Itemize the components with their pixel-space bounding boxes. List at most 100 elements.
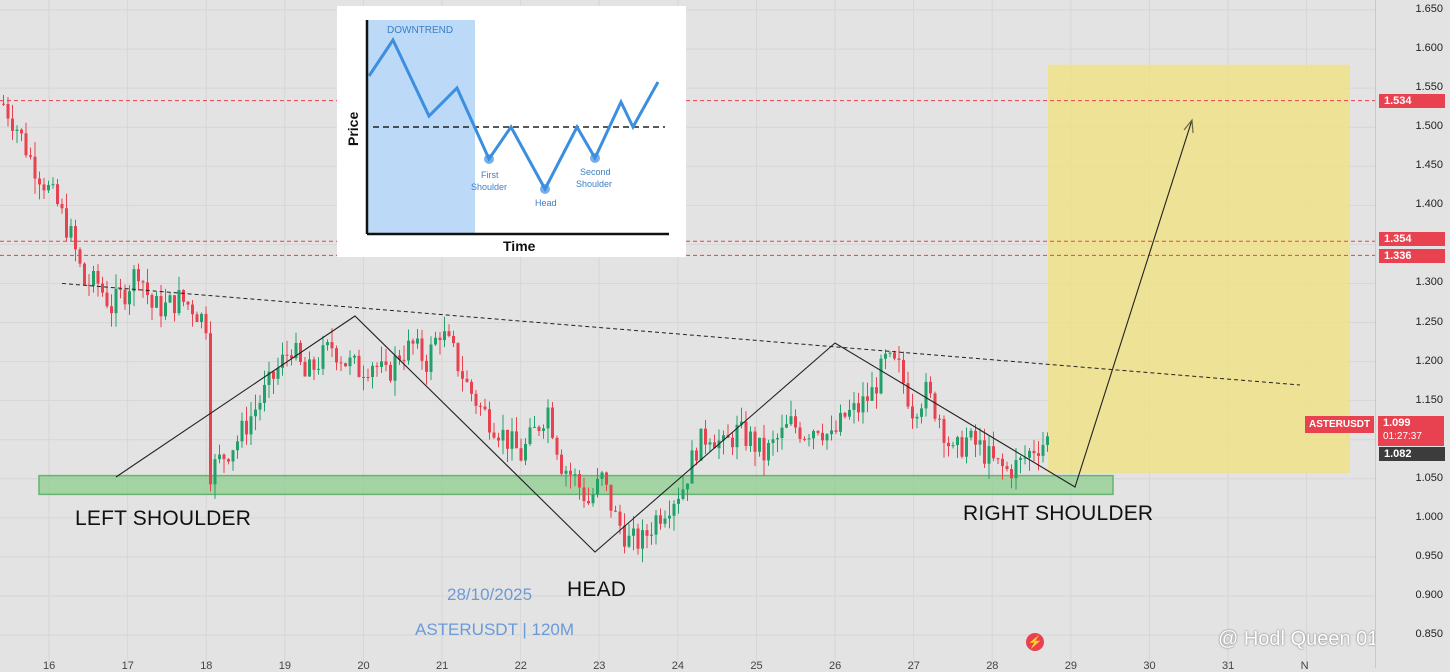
time-tick-21: 21 bbox=[436, 660, 449, 672]
level-label-1354: 1.354 bbox=[1379, 232, 1445, 246]
candle-body bbox=[992, 446, 995, 459]
candle-body bbox=[128, 291, 131, 305]
inset-y-label: Price bbox=[345, 112, 361, 146]
time-tick-24: 24 bbox=[671, 660, 685, 672]
candle-body bbox=[875, 387, 878, 394]
price-axis[interactable]: 1.6501.6001.5501.5001.4501.4001.3501.300… bbox=[1375, 0, 1450, 668]
candle-body bbox=[852, 403, 856, 410]
candle-body bbox=[380, 361, 383, 367]
price-tick-1.400: 1.400 bbox=[1415, 198, 1443, 211]
candle-body bbox=[348, 357, 352, 367]
time-tick-30: 30 bbox=[1143, 660, 1156, 672]
time-tick-19: 19 bbox=[278, 660, 292, 672]
candle-body bbox=[632, 528, 635, 536]
candle-body bbox=[231, 450, 235, 462]
candle-body bbox=[155, 296, 158, 308]
candle-body bbox=[510, 431, 514, 449]
price-tick-1.600: 1.600 bbox=[1415, 42, 1443, 55]
candle-body bbox=[200, 313, 203, 323]
candle-body bbox=[960, 437, 964, 457]
candle-body bbox=[528, 427, 532, 444]
candle-body bbox=[191, 304, 194, 315]
lightning-icon[interactable]: ⚡ bbox=[1026, 633, 1044, 651]
candle-body bbox=[218, 454, 221, 460]
candle-body bbox=[461, 371, 464, 379]
candle-body bbox=[870, 387, 874, 401]
candle-body bbox=[1005, 466, 1009, 470]
symbol-tag: ASTERUSDT bbox=[1305, 416, 1375, 433]
candle-body bbox=[389, 364, 392, 381]
candle-body bbox=[276, 367, 280, 379]
candle-body bbox=[744, 421, 748, 446]
candle-body bbox=[87, 284, 91, 286]
candle-body bbox=[596, 478, 599, 495]
candle-body bbox=[807, 438, 811, 440]
candles bbox=[2, 94, 1049, 563]
candle-body bbox=[474, 393, 478, 406]
candle-body bbox=[785, 424, 788, 428]
candle-body bbox=[1037, 453, 1040, 456]
candle-body bbox=[569, 470, 572, 475]
price-tick-1.550: 1.550 bbox=[1415, 81, 1443, 94]
candle-body bbox=[654, 515, 658, 535]
candle-body bbox=[51, 184, 55, 186]
price-tick-1.200: 1.200 bbox=[1415, 354, 1443, 367]
time-tick-28: 28 bbox=[986, 660, 999, 672]
candle-body bbox=[843, 412, 847, 417]
candle-body bbox=[659, 515, 662, 524]
candle-body bbox=[857, 403, 860, 413]
candle-body bbox=[407, 340, 410, 361]
price-tick-1.000: 1.000 bbox=[1415, 510, 1443, 523]
left-shoulder-label: LEFT SHOULDER bbox=[75, 507, 252, 530]
candle-body bbox=[591, 494, 595, 504]
candle-body bbox=[321, 345, 325, 369]
head-label: Head bbox=[535, 198, 557, 208]
candle-body bbox=[506, 429, 509, 449]
candle-body bbox=[42, 184, 46, 191]
first-shoulder-marker bbox=[484, 154, 494, 164]
candle-body bbox=[825, 434, 829, 441]
candle-body bbox=[416, 338, 419, 344]
inset-price-line bbox=[367, 36, 660, 193]
candle-body bbox=[771, 439, 775, 443]
candle-body bbox=[1032, 450, 1036, 454]
chart-area[interactable] bbox=[0, 0, 1375, 668]
time-tick-23: 23 bbox=[593, 660, 606, 672]
candle-body bbox=[78, 249, 82, 264]
candle-body bbox=[366, 376, 370, 378]
candle-body bbox=[888, 352, 892, 354]
candle-body bbox=[767, 442, 770, 461]
candle-body bbox=[29, 155, 32, 157]
candle-body bbox=[290, 355, 293, 359]
drawings bbox=[61, 118, 1301, 553]
second-shoulder-marker bbox=[590, 153, 600, 163]
zones bbox=[38, 64, 1350, 496]
pattern-outline bbox=[115, 119, 1193, 553]
candle-body bbox=[902, 359, 905, 384]
candle-body bbox=[861, 396, 865, 413]
candle-body bbox=[758, 437, 761, 452]
candle-body bbox=[501, 429, 505, 441]
candle-body bbox=[753, 431, 757, 452]
candle-body bbox=[83, 263, 86, 285]
candle-body bbox=[452, 335, 455, 344]
candle-body bbox=[951, 445, 955, 447]
candle-body bbox=[353, 355, 356, 358]
price-chart-svg[interactable] bbox=[0, 0, 1375, 668]
candle-body bbox=[60, 204, 64, 209]
candle-body bbox=[672, 503, 676, 516]
candle-body bbox=[312, 359, 316, 370]
candle-body bbox=[497, 437, 500, 441]
candle-body bbox=[587, 501, 590, 504]
time-tick-N: N bbox=[1300, 660, 1309, 672]
candle-body bbox=[560, 454, 563, 474]
candle-body bbox=[362, 376, 365, 378]
candle-body bbox=[582, 487, 586, 502]
candle-body bbox=[141, 281, 145, 283]
candle-body bbox=[96, 270, 100, 284]
candle-body bbox=[816, 431, 820, 433]
candle-body bbox=[663, 518, 667, 524]
head-marker bbox=[540, 184, 550, 194]
candle-body bbox=[74, 226, 77, 250]
candle-body bbox=[330, 342, 334, 349]
